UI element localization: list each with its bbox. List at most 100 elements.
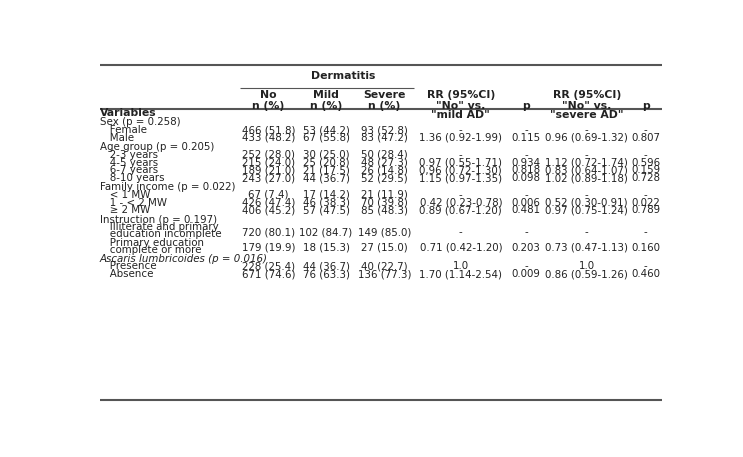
Text: 50 (28.4): 50 (28.4) [361,150,408,160]
Text: 83 (47.2): 83 (47.2) [361,133,408,143]
Text: 0,96 (0.72-1.30): 0,96 (0.72-1.30) [420,165,502,175]
Text: 0.97 (0.55-1.71): 0.97 (0.55-1.71) [419,158,502,168]
Text: Presence: Presence [100,261,157,271]
Text: 1 - < 2 MW: 1 - < 2 MW [100,198,166,208]
Text: RR (95%CI): RR (95%CI) [553,90,620,100]
Text: 0.73 (0.47-1.13): 0.73 (0.47-1.13) [545,243,628,253]
Text: -: - [459,125,463,135]
Text: 0.89 (0.67-1.20): 0.89 (0.67-1.20) [420,206,502,215]
Text: 0.818: 0.818 [512,165,541,175]
Text: 44 (36.7): 44 (36.7) [302,261,350,271]
Text: < 1 MW: < 1 MW [100,190,150,200]
Text: -: - [643,261,648,271]
Text: -: - [643,190,648,200]
Text: 25 (20.8): 25 (20.8) [302,158,349,168]
Text: Age group (p = 0.205): Age group (p = 0.205) [100,142,214,152]
Text: 466 (51.8): 466 (51.8) [241,125,295,135]
Text: 189 (21.0): 189 (21.0) [242,165,295,175]
Text: Illiterate and primary: Illiterate and primary [100,223,218,232]
Text: 228 (25.4): 228 (25.4) [242,261,295,271]
Text: 671 (74.6): 671 (74.6) [241,269,295,279]
Text: Mild: Mild [313,90,339,100]
Text: 0.009: 0.009 [512,269,541,279]
Text: n (%): n (%) [253,101,285,111]
Text: 0.115: 0.115 [512,133,541,143]
Text: 44 (36.7): 44 (36.7) [302,173,350,183]
Text: -: - [643,150,648,160]
Text: 48 (27.3): 48 (27.3) [361,158,408,168]
Text: Primary education: Primary education [100,238,204,248]
Text: Severe: Severe [363,90,406,100]
Text: 0.71 (0.42-1.20): 0.71 (0.42-1.20) [420,243,502,253]
Text: -: - [643,228,648,238]
Text: No: No [260,90,277,100]
Text: -: - [459,190,463,200]
Text: 0.160: 0.160 [631,243,661,253]
Text: 4-5 years: 4-5 years [100,158,158,168]
Text: 76 (63.3): 76 (63.3) [302,269,350,279]
Text: 93 (52.8): 93 (52.8) [361,125,408,135]
Text: "No" vs.: "No" vs. [436,101,485,111]
Text: -: - [525,125,528,135]
Text: 243 (27.0): 243 (27.0) [242,173,295,183]
Text: complete or more: complete or more [100,244,201,255]
Text: 1.02 (0.89-1.18): 1.02 (0.89-1.18) [545,173,628,183]
Text: 6-7 years: 6-7 years [100,165,158,175]
Text: "severe AD": "severe AD" [550,111,623,121]
Text: 0.022: 0.022 [632,198,660,208]
Text: -: - [585,150,588,160]
Text: 17 (14.2): 17 (14.2) [302,190,349,200]
Text: Variables: Variables [100,107,157,117]
Text: 0.789: 0.789 [631,206,661,215]
Text: Male: Male [100,133,134,143]
Text: ≥ 2 MW: ≥ 2 MW [100,206,150,215]
Text: 1.36 (0.92-1.99): 1.36 (0.92-1.99) [419,133,502,143]
Text: p: p [642,101,649,111]
Text: 1.0: 1.0 [579,261,594,271]
Text: 52 (29.5): 52 (29.5) [361,173,408,183]
Text: Absence: Absence [100,269,153,279]
Text: 2-3 years: 2-3 years [100,150,158,160]
Text: 0.098: 0.098 [512,173,541,183]
Text: 67 (7.4): 67 (7.4) [248,190,289,200]
Text: -: - [459,228,463,238]
Text: Instruction (p = 0.197): Instruction (p = 0.197) [100,215,217,224]
Text: -: - [525,261,528,271]
Text: RR (95%CI): RR (95%CI) [426,90,495,100]
Text: 0.83 (0.64-1.07): 0.83 (0.64-1.07) [545,165,628,175]
Text: Female: Female [100,125,147,135]
Text: 0.728: 0.728 [631,173,661,183]
Text: 1.15 (0.97-1.35): 1.15 (0.97-1.35) [419,173,502,183]
Text: 0.86 (0.59-1.26): 0.86 (0.59-1.26) [545,269,628,279]
Text: -: - [643,125,648,135]
Text: 215 (24.0): 215 (24.0) [242,158,295,168]
Text: -: - [585,125,588,135]
Text: 0.481: 0.481 [512,206,541,215]
Text: 0.159: 0.159 [631,165,661,175]
Text: 136 (77.3): 136 (77.3) [358,269,412,279]
Text: 40 (22.7): 40 (22.7) [361,261,408,271]
Text: 1.0: 1.0 [452,261,469,271]
Text: 0.97 (0.75-1.24): 0.97 (0.75-1.24) [545,206,628,215]
Text: -: - [459,150,463,160]
Text: -: - [585,228,588,238]
Text: p: p [522,101,530,111]
Text: 179 (19.9): 179 (19.9) [241,243,295,253]
Text: -: - [585,190,588,200]
Text: education incomplete: education incomplete [100,229,221,239]
Text: Ascaris lumbricoides (p = 0.016): Ascaris lumbricoides (p = 0.016) [100,254,267,264]
Text: n (%): n (%) [310,101,343,111]
Text: 0.807: 0.807 [631,133,661,143]
Text: 26 (14.8): 26 (14.8) [361,165,408,175]
Text: 0.203: 0.203 [512,243,541,253]
Text: Family income (p = 0.022): Family income (p = 0.022) [100,182,236,192]
Text: Dermatitis: Dermatitis [311,71,375,81]
Text: 57 (47.5): 57 (47.5) [302,206,350,215]
Text: 406 (45.2): 406 (45.2) [242,206,295,215]
Text: 21 (17.5): 21 (17.5) [302,165,349,175]
Text: "mild AD": "mild AD" [432,111,490,121]
Text: -: - [525,150,528,160]
Text: 85 (48.3): 85 (48.3) [361,206,408,215]
Text: 30 (25.0): 30 (25.0) [302,150,349,160]
Text: 0.460: 0.460 [631,269,661,279]
